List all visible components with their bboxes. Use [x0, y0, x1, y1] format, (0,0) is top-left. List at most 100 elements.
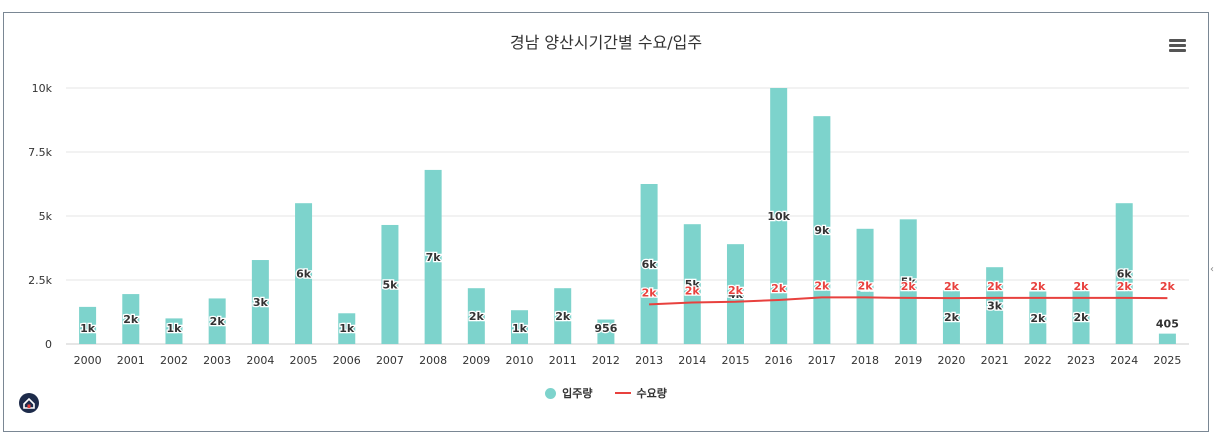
- legend-item-move-in[interactable]: 입주량: [545, 385, 593, 401]
- x-tick-label: 2013: [635, 354, 663, 367]
- bar: [899, 219, 917, 344]
- y-tick-label: 7.5k: [28, 146, 52, 159]
- bar: [208, 298, 226, 344]
- house-logo-icon[interactable]: [19, 393, 39, 413]
- bar-data-label: 6k: [1117, 268, 1133, 281]
- line-data-label: 2k: [1074, 280, 1090, 293]
- x-tick-label: 2024: [1110, 354, 1138, 367]
- y-tick-label: 0: [45, 338, 52, 351]
- bar: [1072, 290, 1090, 344]
- line-data-label: 2k: [728, 284, 744, 297]
- bar-data-label: 9k: [814, 224, 830, 237]
- bar-data-label: 2k: [1074, 311, 1090, 324]
- bar: [813, 116, 831, 344]
- bar-data-label: 1k: [512, 322, 528, 335]
- x-tick-label: 2001: [117, 354, 145, 367]
- bar-data-label: 4k: [728, 288, 744, 301]
- line-data-label: 2k: [987, 280, 1003, 293]
- bar: [511, 310, 529, 344]
- line-data-label: 2k: [814, 279, 830, 292]
- line-data-label: 2k: [901, 280, 917, 293]
- bar: [338, 313, 356, 344]
- line-data-label: 2k: [858, 279, 874, 292]
- bar: [1029, 291, 1047, 344]
- x-tick-label: 2009: [462, 354, 490, 367]
- bar-data-label: 2k: [944, 311, 960, 324]
- x-tick-label: 2008: [419, 354, 447, 367]
- x-tick-label: 2014: [678, 354, 706, 367]
- legend-item-demand[interactable]: 수요량: [614, 385, 667, 401]
- bar: [1158, 333, 1176, 344]
- line-data-label: 2k: [1117, 280, 1133, 293]
- bar: [295, 203, 313, 344]
- x-tick-label: 2020: [937, 354, 965, 367]
- bar-data-label: 1k: [80, 322, 96, 335]
- bar-data-label: 2k: [1030, 312, 1046, 325]
- bar: [467, 288, 485, 344]
- x-tick-label: 2000: [74, 354, 102, 367]
- bar: [1115, 203, 1133, 344]
- bar: [986, 267, 1004, 344]
- bar-data-label: 2k: [123, 313, 139, 326]
- bar: [726, 244, 744, 344]
- legend-swatch-demand: [614, 392, 631, 394]
- line-data-label: 2k: [642, 286, 658, 299]
- bar-data-label: 5k: [685, 278, 701, 291]
- legend-swatch-move-in: [545, 387, 557, 399]
- x-tick-label: 2021: [981, 354, 1009, 367]
- x-tick-label: 2019: [894, 354, 922, 367]
- bar: [942, 290, 960, 344]
- chart-plot: 0 2.5k 5k 7.5k 10k 2000 2001 2002 2003 2004 2005 20…: [28, 82, 1189, 367]
- bar: [597, 319, 615, 344]
- x-tick-label: 2005: [290, 354, 318, 367]
- demand-line: [649, 296, 1168, 306]
- legend-label-demand: 수요량: [636, 387, 667, 400]
- bar: [122, 294, 140, 344]
- bar: [251, 260, 269, 344]
- legend-label-move-in: 입주량: [562, 387, 593, 400]
- x-tick-label: 2018: [851, 354, 879, 367]
- y-tick-label: 10k: [32, 82, 53, 95]
- bar-data-label: 2k: [210, 315, 226, 328]
- bar-data-label: 3k: [987, 300, 1003, 313]
- bar-data-label: 3k: [253, 296, 269, 309]
- line-data-label: 2k: [1030, 280, 1046, 293]
- bar: [554, 288, 572, 344]
- x-tick-label: 2022: [1024, 354, 1052, 367]
- x-tick-label: 2010: [506, 354, 534, 367]
- line-data-label: 2k: [944, 280, 960, 293]
- x-tick-label: 2004: [246, 354, 274, 367]
- bar-data-label: 1k: [166, 322, 182, 335]
- line-data-label: 2k: [771, 282, 787, 295]
- x-tick-label: 2011: [549, 354, 577, 367]
- x-tick-label: 2015: [721, 354, 749, 367]
- x-tick-label: 2023: [1067, 354, 1095, 367]
- bar: [683, 224, 701, 344]
- bar-data-label: 5k: [901, 276, 917, 289]
- bar-data-label: 2k: [555, 310, 571, 323]
- x-tick-label: 2017: [808, 354, 836, 367]
- hamburger-menu-icon[interactable]: [1169, 39, 1186, 52]
- bar-data-label: 5k: [382, 278, 398, 291]
- x-tick-label: 2002: [160, 354, 188, 367]
- bar: [381, 224, 399, 344]
- bar-data-label: 4k: [858, 280, 874, 293]
- bar: [856, 228, 874, 344]
- bar-data-label: 956: [594, 322, 617, 335]
- line-data-label: 2k: [1160, 280, 1176, 293]
- x-tick-label: 2007: [376, 354, 404, 367]
- x-tick-label: 2003: [203, 354, 231, 367]
- bar-data-label: 10k: [767, 210, 790, 223]
- bar-data-label: 405: [1156, 318, 1179, 331]
- legend: 입주량 수요량: [4, 385, 1208, 401]
- bar-data-label: 6k: [642, 258, 658, 271]
- x-tick-label: 2016: [765, 354, 793, 367]
- y-tick-label: 5k: [39, 210, 53, 223]
- chart-title: 경남 양산시기간별 수요/입주: [509, 33, 703, 52]
- bar: [424, 169, 442, 344]
- bar-data-label: 6k: [296, 268, 312, 281]
- y-tick-label: 2.5k: [28, 274, 52, 287]
- bar-data-label: 2k: [469, 310, 485, 323]
- scroll-caret-icon[interactable]: ‹: [1210, 264, 1214, 275]
- x-tick-label: 2025: [1153, 354, 1181, 367]
